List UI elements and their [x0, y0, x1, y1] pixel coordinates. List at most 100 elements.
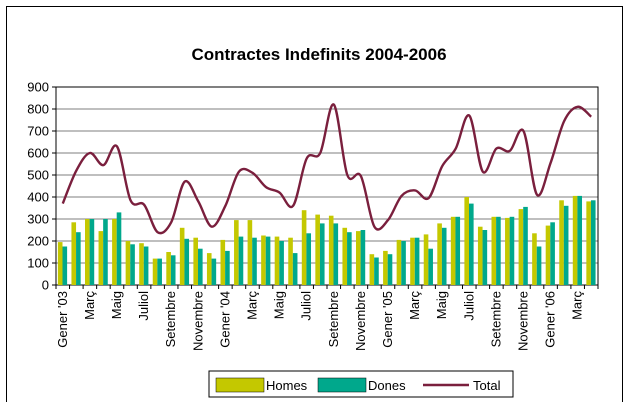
x-tick-label: Gener '06	[543, 291, 558, 348]
bar-dones	[265, 236, 271, 285]
x-tick-label: Juliol	[136, 291, 151, 321]
y-tick-label: 700	[27, 124, 49, 139]
bar-homes	[518, 209, 524, 285]
total-line	[61, 103, 593, 235]
bar-homes	[125, 241, 131, 285]
bar-dones	[252, 237, 257, 285]
bar-homes	[369, 254, 375, 285]
bar-dones	[536, 246, 542, 285]
x-tick-label: Maig	[434, 291, 449, 319]
bar-homes	[464, 197, 470, 285]
bar-homes	[247, 220, 253, 285]
x-tick-label: Gener '04	[217, 291, 232, 348]
bar-dones	[387, 254, 393, 285]
bar-homes	[301, 210, 307, 285]
x-tick-label: Març	[244, 291, 259, 320]
bar-homes	[505, 217, 510, 285]
bar-homes	[71, 222, 77, 285]
bar-homes	[355, 231, 361, 285]
chart-svg: Contractes Indefinits 2004-2006 0 100 200 3…	[27, 45, 599, 398]
bar-homes	[396, 239, 402, 285]
bar-dones	[238, 236, 244, 285]
y-tick-label: 200	[27, 234, 49, 249]
bar-dones	[496, 216, 501, 285]
legend: Homes Dones Total	[208, 370, 514, 398]
grid-lines	[56, 108, 598, 264]
bar-dones	[184, 238, 190, 285]
bar-dones	[306, 233, 312, 285]
bar-homes	[437, 223, 442, 285]
x-tick-label: Novembre	[353, 291, 368, 351]
bar-homes	[410, 237, 415, 285]
bar-dones	[143, 246, 149, 285]
bar-dones	[523, 206, 528, 285]
bar-homes	[98, 231, 104, 285]
x-tick-label: Març	[82, 291, 97, 320]
bar-dones	[130, 244, 135, 285]
bar-homes	[234, 220, 239, 285]
bar-dones	[211, 258, 217, 285]
x-tick-label: Setembre	[488, 291, 503, 347]
bar-dones	[170, 255, 176, 285]
bar-dones	[347, 232, 352, 285]
x-tick-label: Setembre	[326, 291, 341, 347]
bar-homes	[423, 234, 429, 285]
bar-homes	[545, 225, 551, 285]
bar-homes	[206, 253, 212, 285]
x-tick-label: Gener '03	[55, 291, 70, 348]
bar-homes	[572, 195, 578, 285]
x-tick-label: Març	[570, 291, 585, 320]
legend-label-homes: Homes	[266, 378, 308, 393]
bar-homes	[139, 243, 144, 285]
bar-dones	[509, 216, 515, 285]
bar-homes	[152, 258, 158, 285]
bar-homes	[220, 239, 226, 285]
bar-homes	[477, 226, 483, 285]
x-tick-label: Juliol	[461, 291, 476, 321]
y-tick-label: 300	[27, 212, 49, 227]
y-tick-label: 600	[27, 146, 49, 161]
bar-homes	[288, 237, 293, 285]
line-total	[61, 103, 593, 235]
bar-dones	[116, 212, 122, 285]
y-tick-label: 900	[27, 80, 49, 95]
bar-homes	[274, 236, 280, 285]
x-tick-label: Novembre	[190, 291, 205, 351]
bar-homes	[166, 252, 171, 285]
bar-dones	[441, 227, 447, 285]
y-tick-label: 400	[27, 190, 49, 205]
bar-homes	[261, 235, 266, 285]
chart-frame: Contractes Indefinits 2004-2006 0 100 200 3…	[6, 6, 623, 402]
bar-dones	[590, 200, 596, 285]
bar-homes	[315, 214, 320, 285]
x-tick-label: Maig	[109, 291, 124, 319]
x-tick-label: Juliol	[299, 291, 314, 321]
bar-dones	[319, 223, 325, 285]
bar-homes	[586, 201, 591, 285]
y-tick-label: 0	[42, 278, 49, 293]
bar-homes	[532, 233, 537, 285]
legend-swatch-homes	[215, 377, 265, 393]
x-tick-label: Maig	[272, 291, 287, 319]
bar-dones	[360, 230, 366, 285]
bar-dones	[279, 241, 284, 285]
y-axis-ticks: 0 100 200 300 400 500 600 700 800 900	[27, 80, 56, 293]
bar-homes	[179, 227, 185, 285]
x-tick-label: Setembre	[163, 291, 178, 347]
bar-dones	[103, 219, 108, 285]
bar-dones	[455, 216, 461, 285]
y-tick-label: 500	[27, 168, 49, 183]
bar-homes	[84, 219, 90, 285]
bar-dones	[157, 258, 162, 285]
bar-dones	[469, 203, 474, 285]
x-axis-ticks: Gener '03 Març Maig Juliol Setembre Novembre G…	[55, 285, 599, 351]
bar-dones	[225, 250, 230, 285]
bar-dones	[401, 241, 406, 285]
bar-dones	[76, 232, 81, 285]
bar-homes	[491, 216, 497, 285]
bar-homes	[559, 200, 564, 285]
x-tick-label: Gener '05	[380, 291, 395, 348]
bar-homes	[57, 242, 63, 285]
bar-dones	[374, 257, 379, 285]
x-tick-label: Març	[407, 291, 422, 320]
